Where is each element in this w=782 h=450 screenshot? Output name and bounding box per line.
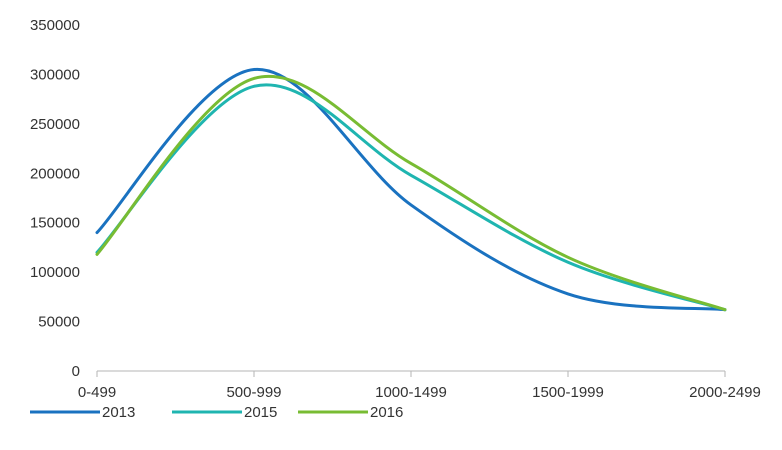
y-tick-label: 50000 <box>38 314 80 331</box>
x-axis: 0-499 500-999 1000-1499 1500-1999 2000-2499 <box>78 370 761 401</box>
y-axis: 0 50000 100000 150000 200000 250000 300000 3500… <box>30 17 80 380</box>
series-line-2013 <box>95 67 727 312</box>
series-lines <box>95 67 727 312</box>
x-tick-label: 1500-1999 <box>532 384 604 401</box>
y-tick-label: 350000 <box>30 17 80 34</box>
x-tick-label: 2000-2499 <box>689 384 761 401</box>
x-tick-label: 1000-1499 <box>375 384 447 401</box>
legend-label-2016: 2016 <box>370 404 403 421</box>
y-tick-label: 100000 <box>30 264 80 281</box>
series-line-2016 <box>95 74 727 312</box>
y-tick-label: 250000 <box>30 116 80 133</box>
legend-label-2015: 2015 <box>244 404 277 421</box>
y-tick-label: 0 <box>72 363 80 380</box>
x-tick-label: 500-999 <box>226 384 281 401</box>
y-tick-label: 300000 <box>30 66 80 83</box>
y-tick-label: 200000 <box>30 165 80 182</box>
legend: 2013 2015 2016 <box>30 404 403 421</box>
series-line-2015 <box>95 83 727 312</box>
legend-label-2013: 2013 <box>102 404 135 421</box>
y-tick-label: 150000 <box>30 215 80 232</box>
x-tick-label: 0-499 <box>78 384 116 401</box>
